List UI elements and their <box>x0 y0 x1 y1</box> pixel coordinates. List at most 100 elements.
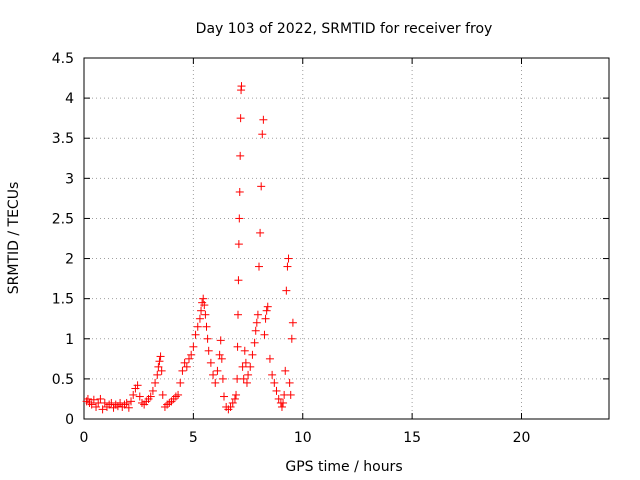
data-point <box>178 366 187 375</box>
data-point <box>256 228 265 237</box>
data-point <box>261 314 270 323</box>
data-point <box>98 405 107 414</box>
data-point <box>189 342 198 351</box>
data-point <box>215 350 224 359</box>
data-point <box>156 352 165 361</box>
data-point <box>211 378 220 387</box>
data-point <box>270 378 279 387</box>
data-point <box>155 357 164 366</box>
data-point <box>204 346 213 355</box>
data-point <box>202 322 211 331</box>
y-tick-label: 2.5 <box>52 211 74 227</box>
data-point <box>135 392 144 401</box>
data-point <box>197 306 206 315</box>
y-tick-label: 1 <box>65 332 74 348</box>
data-point <box>234 310 242 319</box>
data-point <box>199 294 208 303</box>
data-point <box>209 370 218 379</box>
x-tick-label: 20 <box>513 430 531 446</box>
data-point <box>232 390 241 399</box>
data-point <box>265 354 274 363</box>
data-point <box>157 366 166 375</box>
data-point <box>133 381 142 390</box>
data-point <box>234 276 243 285</box>
data-point <box>158 390 167 399</box>
data-point <box>217 354 226 363</box>
data-point <box>250 338 259 347</box>
data-point <box>187 350 196 359</box>
x-tick-label: 0 <box>80 430 89 446</box>
y-tick-label: 0.5 <box>52 372 74 388</box>
data-point <box>200 301 209 310</box>
data-point <box>195 314 204 323</box>
data-point <box>203 334 212 343</box>
data-point <box>237 82 246 91</box>
axis-ticks <box>83 57 609 420</box>
data-point <box>274 394 283 403</box>
data-point <box>272 386 281 395</box>
x-axis-label: GPS time / hours <box>285 459 402 475</box>
data-point <box>252 318 261 327</box>
y-tick-label: 1.5 <box>52 292 74 308</box>
data-point <box>241 358 250 367</box>
x-tick-label: 5 <box>189 430 198 446</box>
data-point <box>153 370 162 379</box>
data-point <box>174 390 183 399</box>
data-point <box>282 286 291 295</box>
x-tick-label: 10 <box>294 430 312 446</box>
data-point <box>83 394 92 403</box>
data-point <box>201 310 210 319</box>
data-point <box>248 350 257 359</box>
data-point <box>240 346 249 355</box>
data-points <box>82 82 297 414</box>
data-point <box>185 354 193 363</box>
y-tick-label: 0 <box>65 412 74 428</box>
grid-lines <box>84 58 609 419</box>
y-tick-label: 4.5 <box>52 51 74 67</box>
plot-area-border <box>83 57 610 420</box>
data-point <box>220 392 228 401</box>
data-point <box>268 370 277 379</box>
data-point <box>242 378 251 387</box>
data-point <box>284 254 293 263</box>
data-point <box>285 378 294 387</box>
data-point <box>182 362 191 371</box>
data-point <box>257 182 266 191</box>
data-point <box>127 397 136 406</box>
data-point <box>286 390 295 399</box>
y-axis-label: SRMTID / TECUs <box>6 182 22 295</box>
data-point <box>154 362 163 371</box>
data-point <box>239 374 248 383</box>
data-point <box>233 342 242 351</box>
data-point <box>234 240 243 249</box>
chart-title: Day 103 of 2022, SRMTID for receiver fro… <box>196 21 493 37</box>
y-tick-label: 4 <box>65 91 74 107</box>
data-point <box>230 394 239 403</box>
tick-labels: 0 0.5 1 1.5 2 2.5 3 3.5 4 4.5 0 5 10 15 20 <box>52 51 531 446</box>
data-point <box>253 310 262 319</box>
data-point <box>206 358 215 367</box>
data-point <box>96 394 105 403</box>
y-tick-label: 2 <box>65 252 74 268</box>
data-point <box>255 262 263 271</box>
y-tick-label: 3 <box>65 171 74 187</box>
data-point <box>191 330 200 339</box>
data-point <box>235 187 244 196</box>
x-tick-label: 15 <box>403 430 421 446</box>
data-point <box>107 398 116 407</box>
data-point <box>193 322 202 331</box>
data-point <box>218 374 227 383</box>
data-point <box>92 402 101 411</box>
data-point <box>246 362 255 371</box>
data-point <box>288 318 297 327</box>
data-point <box>251 326 260 335</box>
data-point <box>122 398 131 407</box>
data-point <box>165 398 174 407</box>
data-point <box>176 378 185 387</box>
data-point <box>279 398 288 407</box>
data-point <box>89 395 98 404</box>
y-tick-label: 3.5 <box>52 131 74 147</box>
data-point <box>213 366 222 375</box>
data-point <box>228 398 237 407</box>
